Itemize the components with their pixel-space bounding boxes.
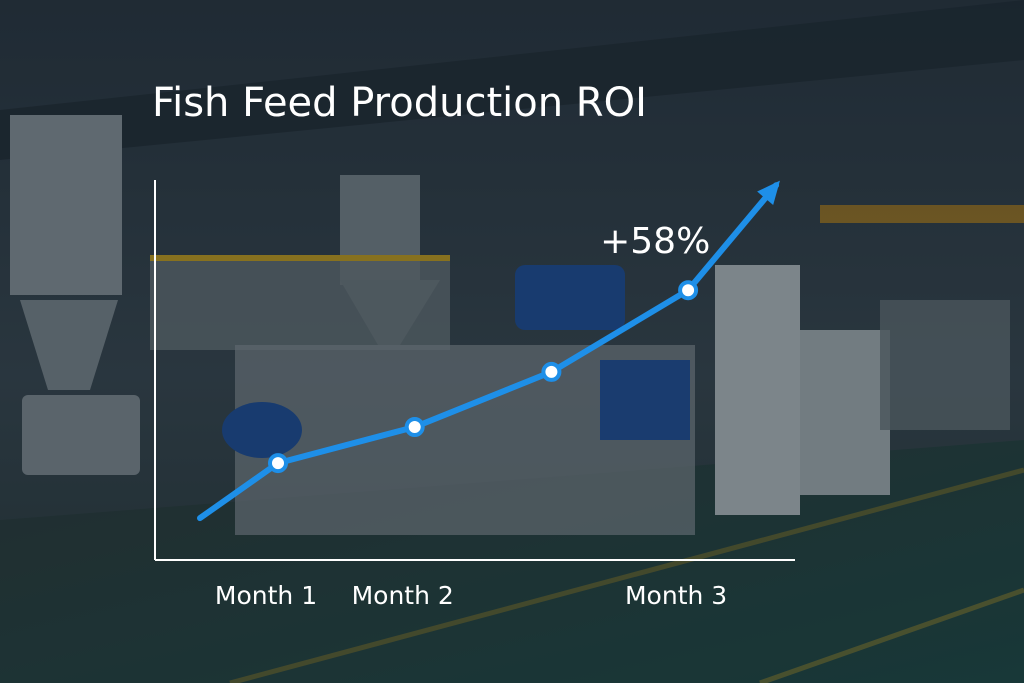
data-line (277, 287, 690, 467)
x-tick-label: Month 2 (352, 581, 454, 610)
annotation: +58% (600, 221, 710, 262)
line-lead (197, 460, 281, 522)
chart-title: Fish Feed Production ROI (152, 80, 647, 126)
x-tick-label: Month 1 (215, 581, 317, 610)
x-tick-label: Month 3 (625, 581, 727, 610)
arrow-head (757, 180, 780, 205)
data-point (541, 361, 562, 382)
data-point (678, 280, 699, 301)
line-tail (685, 182, 780, 294)
data-point (268, 453, 288, 474)
data-point (404, 417, 425, 437)
